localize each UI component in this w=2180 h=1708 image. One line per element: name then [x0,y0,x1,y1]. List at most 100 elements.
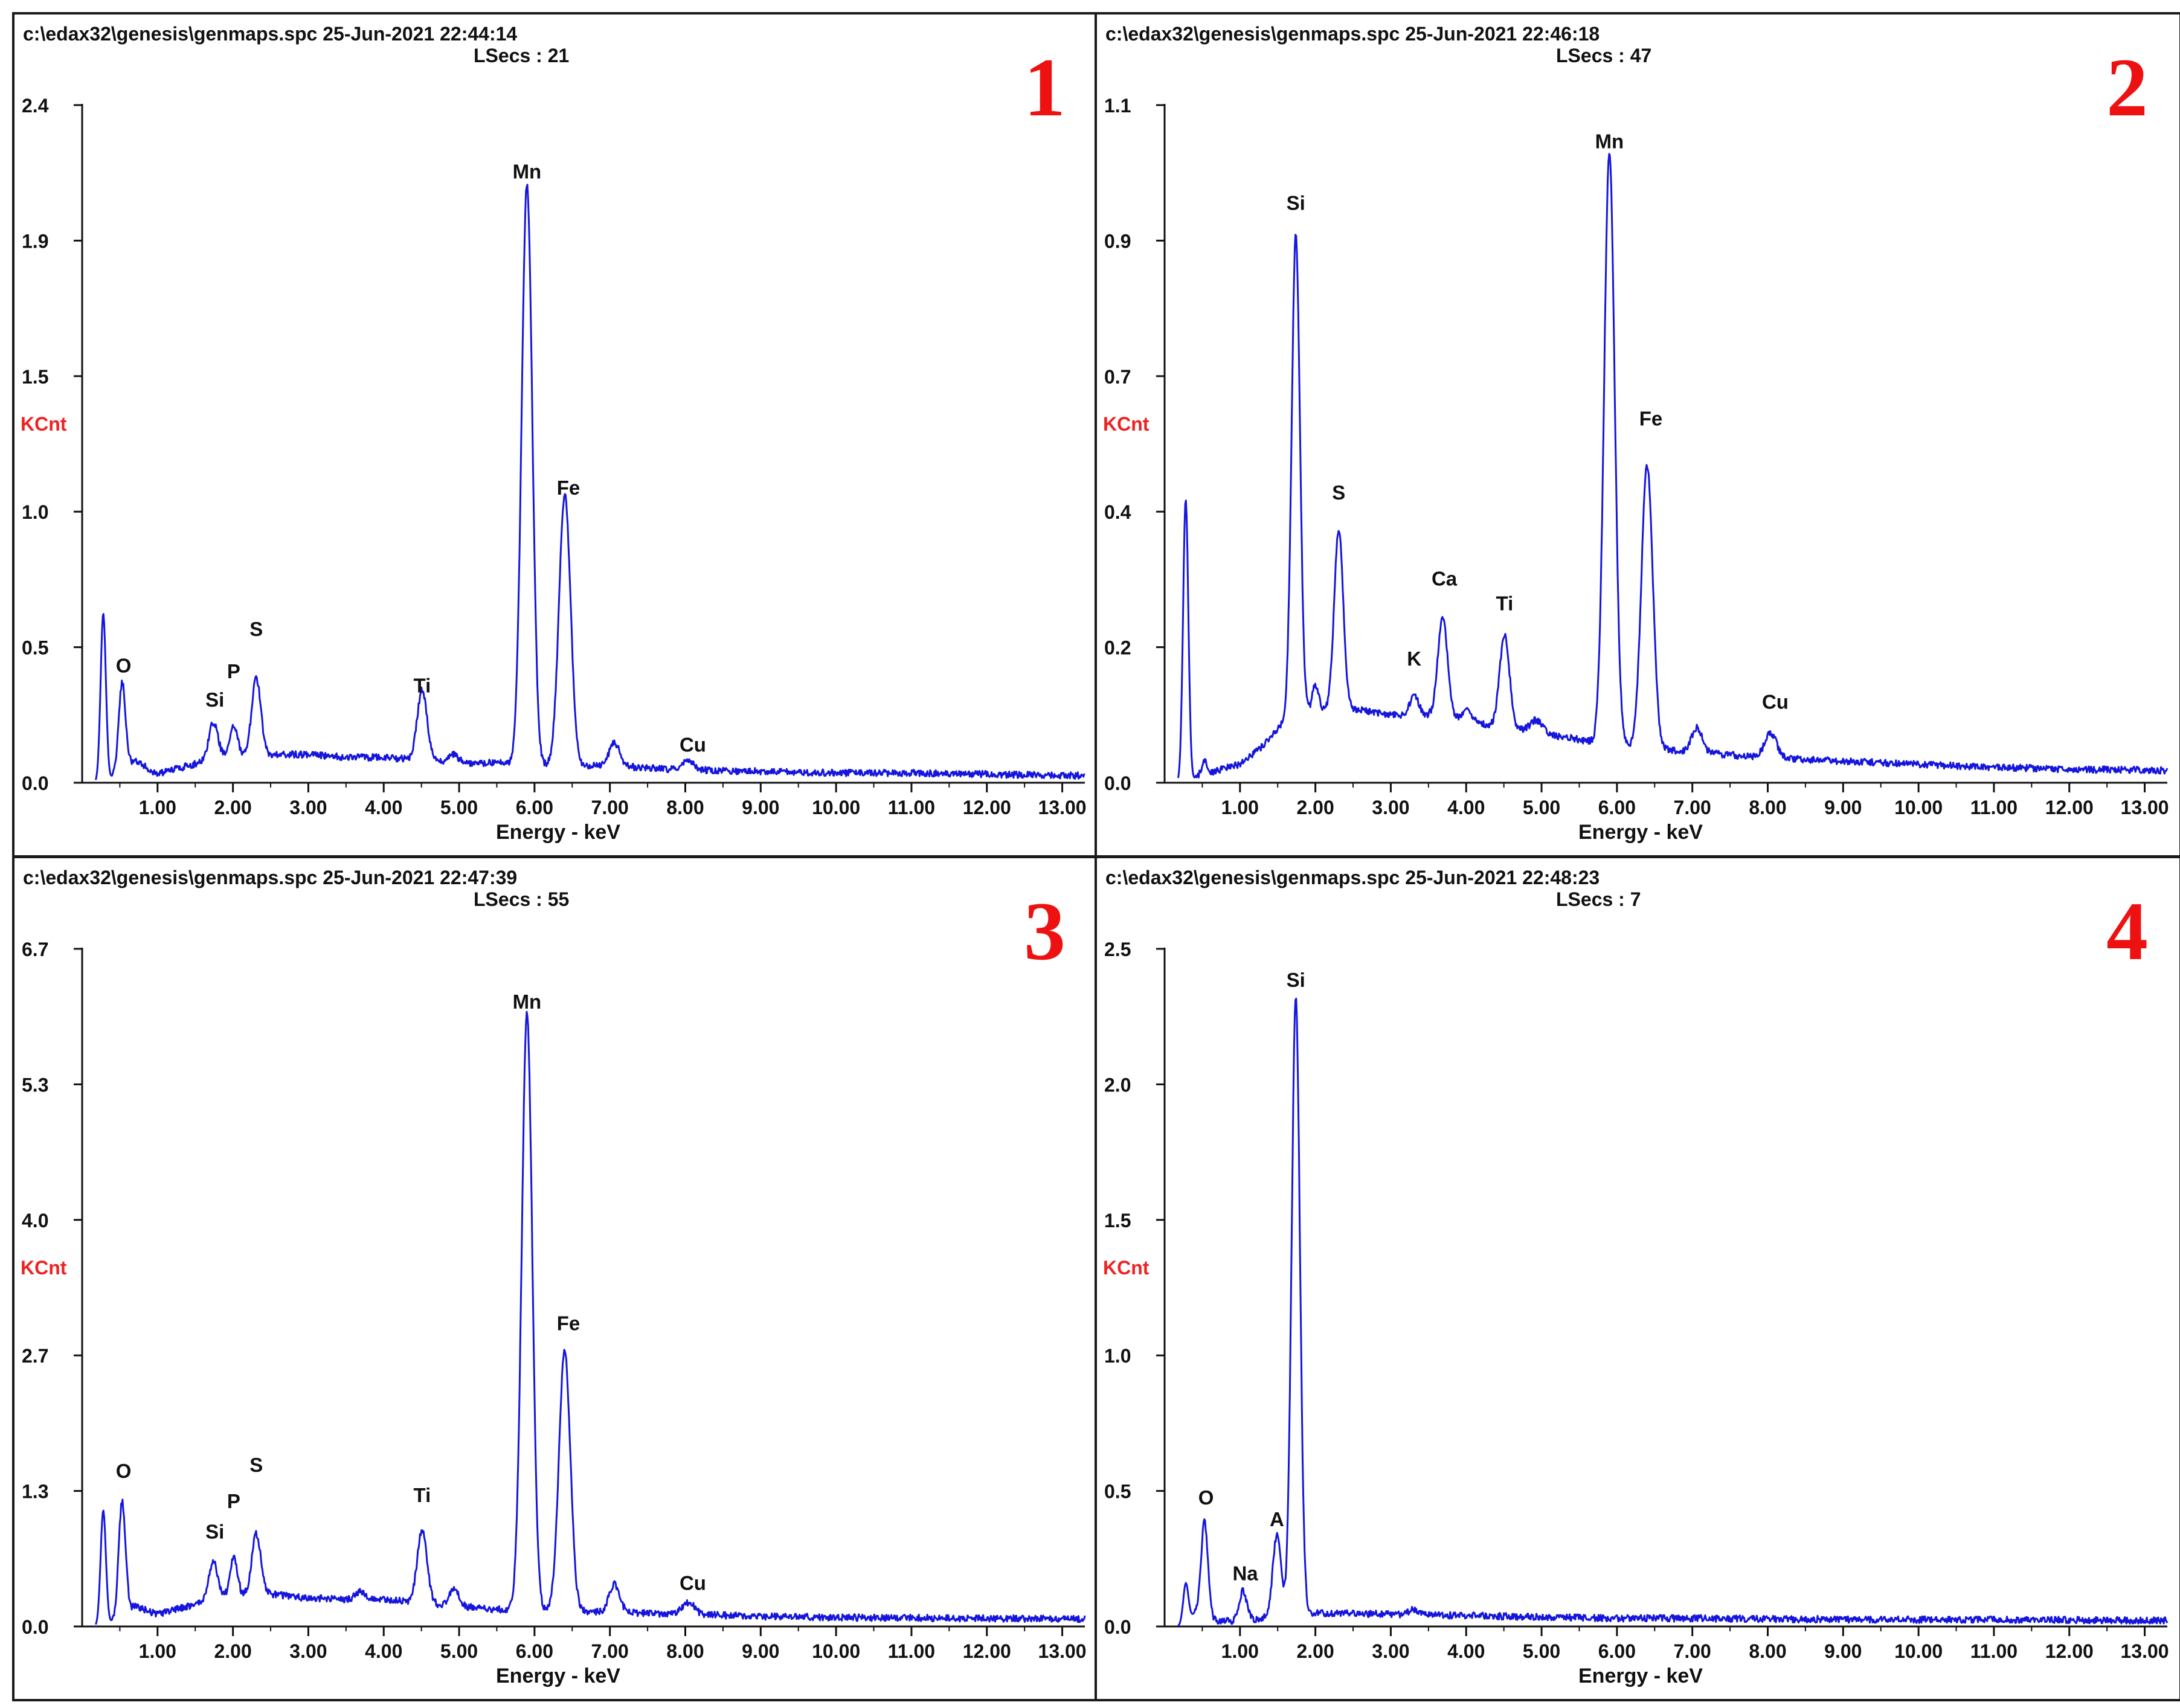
panel-3-y-axis-label: KCnt [21,1257,67,1279]
panel-3-element-label-o: O [116,1460,132,1482]
panel-4-y-tick-label: 0.0 [1104,1616,1131,1638]
panel-2-element-label-cu: Cu [1762,691,1789,713]
panel-4-spectrum-trace [1177,998,2169,1626]
panel-3-spectrum-trace [95,1010,1086,1625]
panel-1-y-axis-label: KCnt [21,413,67,435]
panel-3-y-tick-label: 6.7 [22,939,48,960]
panel-2-x-axis-label: Energy - keV [1578,821,1703,844]
panel-1-x-tick-label: 5.00 [440,797,478,818]
panel-1-x-tick-label: 10.00 [812,797,860,818]
panel-2-x-tick-label: 6.00 [1598,797,1636,818]
panel-2-y-tick-label: 0.7 [1104,366,1131,388]
panel-1-x-tick-label: 3.00 [289,797,327,818]
panel-2-element-label-ti: Ti [1496,592,1514,614]
panel-4-y-tick-label: 2.0 [1104,1074,1131,1096]
panel-4-y-tick-label: 1.5 [1104,1210,1131,1231]
panel-2-x-tick-label: 5.00 [1523,797,1560,818]
panel-2-x-tick-label: 13.00 [2121,797,2169,818]
panel-3-y-tick-label: 1.3 [22,1481,48,1503]
panel-2-header-path: c:\edax32\genesis\genmaps.spc 25-Jun-202… [1105,23,1600,45]
panel-1-element-label-ti: Ti [414,674,431,696]
panel-3-y-tick-label: 2.7 [22,1345,48,1367]
panel-4-x-tick-label: 13.00 [2121,1640,2169,1662]
panel-2-y-tick-label: 0.0 [1104,772,1131,794]
panel-3-x-tick-label: 5.00 [440,1640,478,1662]
panel-1-element-label-p: P [227,660,240,682]
panel-4-x-tick-label: 1.00 [1221,1640,1259,1662]
panel-1-x-tick-label: 2.00 [214,797,251,818]
panel-3-x-tick-label: 4.00 [365,1640,402,1662]
panel-1-element-label-mn: Mn [513,161,542,183]
panel-1-y-tick-label: 1.0 [22,501,48,523]
panel-2-x-tick-label: 2.00 [1296,797,1334,818]
panel-3-element-label-mn: Mn [513,990,542,1013]
panel-1-header-path: c:\edax32\genesis\genmaps.spc 25-Jun-202… [23,23,518,45]
panel-4-y-tick-label: 2.5 [1104,939,1131,960]
panel-4-x-axis-label: Energy - keV [1578,1665,1703,1687]
panel-1-x-tick-label: 12.00 [963,797,1011,818]
panel-4-y-tick-label: 1.0 [1104,1345,1131,1367]
panel-2-element-label-fe: Fe [1639,407,1663,429]
panel-3-element-label-fe: Fe [557,1312,580,1334]
panel-3-x-axis-label: Energy - keV [496,1665,620,1687]
panel-4-x-tick-label: 8.00 [1749,1640,1786,1662]
panel-1-element-label-s: S [249,618,263,640]
panel-4-x-tick-label: 7.00 [1674,1640,1711,1662]
panel-2-x-tick-label: 1.00 [1221,797,1259,818]
panel-2-element-label-s: S [1332,481,1345,504]
panel-1-x-tick-label: 13.00 [1038,797,1087,818]
panel-2-y-axis-label: KCnt [1103,413,1149,435]
panel-1-y-tick-label: 1.5 [22,366,48,388]
panel-3-element-label-p: P [227,1490,240,1512]
panel-1-y-tick-label: 2.4 [22,95,49,117]
panel-1-number: 1 [1024,41,1066,133]
panel-4-x-tick-label: 9.00 [1824,1640,1862,1662]
panel-1-x-tick-label: 1.00 [139,797,176,818]
panel-2-element-label-k: K [1407,647,1421,670]
panel-2-x-tick-label: 12.00 [2045,797,2094,818]
panel-2-y-tick-label: 1.1 [1104,95,1131,117]
panel-2-element-label-si: Si [1287,191,1305,214]
panel-4-lsecs: LSecs : 7 [1556,888,1641,910]
spectrum-panel-1: c:\edax32\genesis\genmaps.spc 25-Jun-202… [12,12,1099,858]
panel-1-element-label-si: Si [205,689,224,711]
panel-4-y-tick-label: 0.5 [1104,1481,1131,1503]
panel-1-lsecs: LSecs : 21 [474,45,570,66]
panel-1-spectrum-trace [95,184,1085,780]
panel-4-element-label-o: O [1198,1486,1214,1509]
panel-1-x-tick-label: 6.00 [516,797,553,818]
panel-4-element-label-a: A [1270,1508,1284,1530]
panel-3-x-tick-label: 1.00 [139,1640,176,1662]
panel-1-y-tick-label: 0.0 [22,772,48,794]
spectrum-panel-3: c:\edax32\genesis\genmaps.spc 25-Jun-202… [12,856,1099,1701]
panel-4-y-axis-label: KCnt [1103,1257,1149,1279]
panel-2-x-tick-label: 10.00 [1894,797,1943,818]
panel-1-element-label-o: O [116,655,132,677]
panel-3-x-tick-label: 2.00 [214,1640,251,1662]
panel-3-element-label-s: S [249,1454,263,1476]
panel-4-chart: 0.0 0.5 1.0 1.5 2.0 2.5 1.00 2.00 3.00 4.00 5.00 6.… [1104,939,2169,1662]
panel-3-y-tick-label: 0.0 [22,1616,48,1638]
panel-3-chart: 0.0 1.3 2.7 4.0 5.3 6.7 1.00 2.00 3.00 4.00 5.00 6.… [22,939,1087,1662]
panel-3-x-tick-label: 11.00 [888,1640,935,1662]
panel-1-chart: 0.0 0.5 1.0 1.5 1.9 2.4 1.00 2.00 3.00 4.00 5.00 6.… [22,95,1087,818]
panel-3-y-tick-label: 5.3 [22,1074,48,1096]
panel-4-element-label-si: Si [1287,969,1305,991]
panel-4-x-tick-label: 4.00 [1447,1640,1485,1662]
panel-2-x-tick-label: 3.00 [1372,797,1409,818]
panel-1-element-label-fe: Fe [557,477,580,499]
spectrum-panel-2: c:\edax32\genesis\genmaps.spc 25-Jun-202… [1095,12,2180,858]
panel-4-element-label-na: Na [1232,1562,1258,1585]
panel-3-element-label-si: Si [205,1520,224,1543]
panel-1-x-axis-label: Energy - keV [496,821,620,844]
panel-3-x-tick-label: 6.00 [516,1640,553,1662]
panel-1-x-tick-label: 8.00 [666,797,704,818]
panel-3-lsecs: LSecs : 55 [474,888,570,910]
panel-1-x-tick-label: 11.00 [888,797,935,818]
panel-3-x-tick-label: 3.00 [289,1640,327,1662]
panel-3-number: 3 [1024,885,1066,977]
panel-2-lsecs: LSecs : 47 [1556,45,1652,66]
panel-4-header-path: c:\edax32\genesis\genmaps.spc 25-Jun-202… [1105,867,1600,888]
panel-2-chart: 0.0 0.2 0.4 0.7 0.9 1.1 1.00 2.00 3.00 4.00 5.00 6.… [1104,95,2169,818]
panel-2-number: 2 [2106,41,2148,133]
